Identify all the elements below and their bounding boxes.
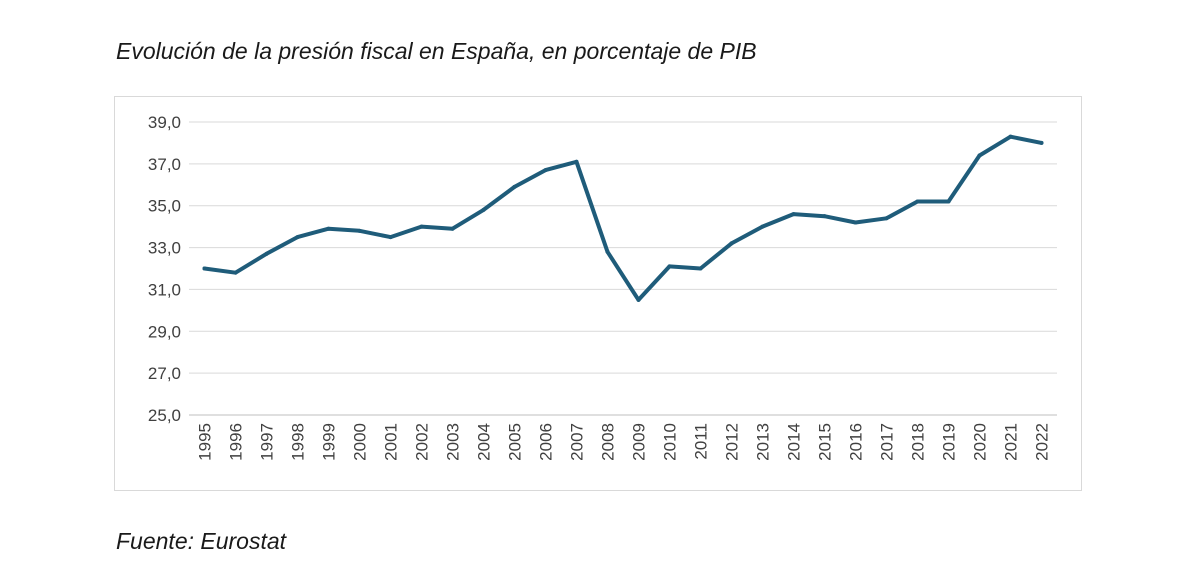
data-point: [357, 228, 362, 233]
data-point: [450, 226, 455, 231]
x-tick-label: 2020: [971, 423, 990, 461]
data-point: [822, 214, 827, 219]
line-chart: 25,027,029,031,033,035,037,039,0 1995 199…: [148, 113, 1057, 461]
data-point: [698, 266, 703, 271]
x-tick-label: 2012: [723, 423, 742, 461]
data-point: [233, 270, 238, 275]
x-axis-ticks: 1995 1996 1997 1998 1999 2000 2001 2002 2003 2004…: [196, 423, 1052, 461]
y-axis-ticks: 25,0 27,0 29,0 31,0 33,0 35,0 37,0 39,0: [148, 113, 181, 425]
x-tick-label: 2006: [537, 423, 556, 461]
data-point: [512, 184, 517, 189]
y-tick-label: 25,0: [148, 406, 181, 425]
data-point: [574, 159, 579, 164]
data-point: [419, 224, 424, 229]
data-point: [636, 297, 641, 302]
x-tick-label: 2021: [1002, 423, 1021, 461]
data-point: [543, 168, 548, 173]
source-note: Fuente: Eurostat: [116, 528, 287, 554]
x-tick-label: 1996: [227, 423, 246, 461]
data-point: [977, 153, 982, 158]
x-tick-label: 2013: [754, 423, 773, 461]
data-point: [667, 264, 672, 269]
x-tick-label: 2019: [940, 423, 959, 461]
gridlines: [189, 121, 1057, 374]
data-point: [853, 220, 858, 225]
y-tick-label: 39,0: [148, 113, 181, 132]
x-tick-label: 2007: [568, 423, 587, 461]
data-point: [481, 207, 486, 212]
x-tick-label: 2002: [413, 423, 432, 461]
data-point: [946, 199, 951, 204]
x-tick-label: 2018: [909, 423, 928, 461]
x-tick-label: 2005: [506, 423, 525, 461]
y-tick-label: 31,0: [148, 280, 181, 299]
x-tick-label: 2017: [878, 423, 897, 461]
chart-title: Evolución de la presión fiscal en España…: [116, 38, 757, 64]
x-tick-label: 1995: [196, 423, 215, 461]
y-tick-label: 27,0: [148, 364, 181, 383]
x-tick-label: 2015: [816, 423, 835, 461]
data-point: [1039, 140, 1044, 145]
y-tick-label: 37,0: [148, 155, 181, 174]
x-tick-label: 2003: [444, 423, 463, 461]
x-tick-label: 2000: [351, 423, 370, 461]
data-point: [326, 226, 331, 231]
data-point: [1008, 134, 1013, 139]
series-line: [202, 134, 1044, 302]
x-tick-label: 2004: [475, 423, 494, 461]
data-point: [295, 235, 300, 240]
x-tick-label: 2011: [692, 423, 711, 460]
x-tick-label: 1999: [320, 423, 339, 461]
x-tick-label: 1997: [258, 423, 277, 461]
data-point: [791, 212, 796, 217]
data-point: [264, 251, 269, 256]
x-tick-label: 2010: [661, 423, 680, 461]
data-point: [915, 199, 920, 204]
x-tick-label: 1998: [289, 423, 308, 461]
x-tick-label: 2008: [599, 423, 618, 461]
y-tick-label: 33,0: [148, 239, 181, 258]
data-point: [388, 235, 393, 240]
x-tick-label: 2001: [382, 423, 401, 461]
y-tick-label: 29,0: [148, 322, 181, 341]
x-tick-label: 2014: [785, 423, 804, 461]
x-tick-label: 2022: [1033, 423, 1052, 461]
data-point: [202, 266, 207, 271]
x-tick-label: 2009: [630, 423, 649, 461]
data-point: [760, 224, 765, 229]
x-tick-label: 2016: [847, 423, 866, 461]
data-point: [729, 241, 734, 246]
series-layer: [202, 134, 1044, 302]
data-point: [884, 216, 889, 221]
y-tick-label: 35,0: [148, 197, 181, 216]
chart-frame: 25,0 27,0 29,0 31,0 33,0 35,0 37,0 39,0 1995 199…: [114, 96, 1082, 491]
data-point: [605, 249, 610, 254]
